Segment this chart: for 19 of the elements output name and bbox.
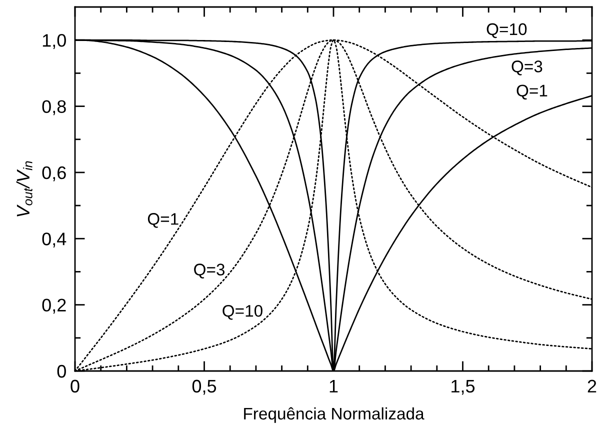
y-tick-label: 0,2 <box>42 298 66 314</box>
x-tick-label: 1 <box>330 380 338 392</box>
legend-label: Q=10 <box>486 23 527 38</box>
x-tick-label: 1,5 <box>452 380 475 395</box>
y-tick-label: 0,6 <box>42 166 66 182</box>
series-label: Q=3 <box>194 264 225 278</box>
y-tick-label: 1,0 <box>42 34 66 49</box>
series-label: Q=1 <box>516 84 548 100</box>
y-tick-label: 0,4 <box>42 232 66 248</box>
y-axis-title: V$_{out}$/V$_{in}$ <box>16 161 32 216</box>
series-label: Q=10 <box>222 304 262 320</box>
y-tick-label: 0,8 <box>42 100 66 116</box>
x-axis-title: Frequência Normalizada <box>244 407 424 423</box>
series-label: Q=3 <box>512 60 542 76</box>
x-tick-label: 0 <box>70 380 80 393</box>
y-tick-label: 0 <box>57 364 66 378</box>
x-tick-label: 2 <box>588 380 596 392</box>
series-label: Q=1 <box>148 213 178 228</box>
x-tick-label: 0,5 <box>192 380 216 395</box>
